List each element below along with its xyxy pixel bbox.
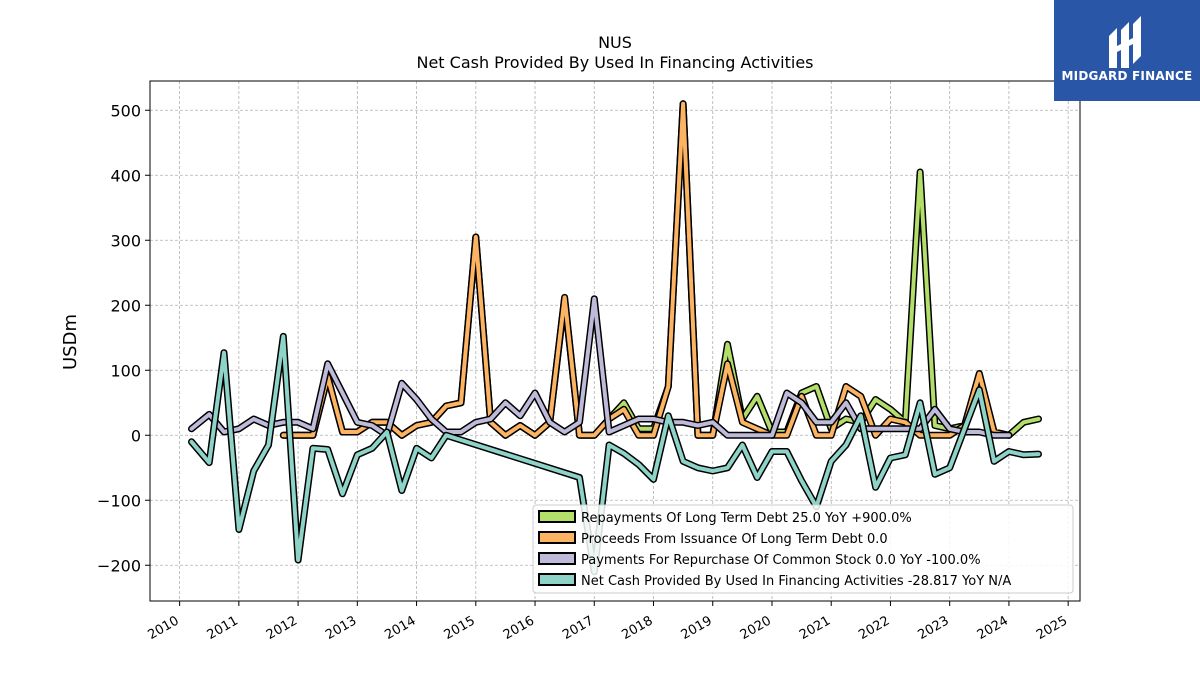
- chart-subtitle: Net Cash Provided By Used In Financing A…: [416, 53, 813, 72]
- x-axis: 2010 2011 2012 2013 2014 2015 2016 2017 2018 2019…: [145, 601, 1070, 643]
- y-tick-label: 300: [110, 231, 141, 250]
- y-tick-label: 100: [110, 361, 141, 380]
- series-line: [281, 101, 1041, 438]
- x-tick-label: 2020: [738, 613, 774, 643]
- x-tick-label: 2014: [382, 613, 418, 643]
- series-3: [188, 295, 1013, 439]
- x-tick-label: 2012: [264, 613, 300, 643]
- series-1: [279, 100, 1042, 439]
- x-tick-label: 2025: [1034, 613, 1070, 643]
- series-line: [189, 296, 1011, 438]
- grid: [150, 81, 1080, 601]
- y-axis: −200 −100 0 100 200 300 400 500: [97, 101, 150, 575]
- y-axis-label: USDm: [60, 314, 81, 370]
- series-line: [189, 334, 1041, 574]
- y-tick-label: −100: [97, 491, 141, 510]
- series-4: [188, 332, 1042, 576]
- legend-swatch: [538, 573, 576, 586]
- legend-swatch: [538, 552, 576, 565]
- x-tick-label: 2018: [619, 613, 655, 643]
- x-tick-label: 2016: [501, 613, 537, 643]
- x-tick-label: 2015: [442, 613, 478, 643]
- chart-title: NUS: [598, 33, 632, 52]
- y-tick-label: 0: [131, 426, 141, 445]
- y-tick-label: 500: [110, 101, 141, 120]
- series-line: [281, 101, 1011, 438]
- midgard-finance-logo: MIDGARD FINANCE: [1054, 0, 1200, 101]
- legend-swatch: [538, 510, 576, 523]
- legend-label: Net Cash Provided By Used In Financing A…: [581, 574, 1011, 589]
- x-tick-label: 2017: [560, 613, 596, 643]
- logo-text: MIDGARD FINANCE: [1061, 69, 1193, 83]
- legend-label: Proceeds From Issuance Of Long Term Debt…: [581, 532, 888, 547]
- legend: Repayments Of Long Term Debt 25.0 YoY +9…: [532, 504, 1074, 594]
- x-tick-label: 2022: [856, 613, 892, 643]
- x-tick-label: 2024: [975, 613, 1011, 643]
- midgard-logo-icon: [1109, 16, 1141, 68]
- series-line-outline: [279, 100, 1013, 439]
- x-tick-label: 2013: [323, 613, 359, 643]
- series-2: [279, 100, 1013, 439]
- y-tick-label: −200: [97, 556, 141, 575]
- legend-box: [532, 504, 1074, 594]
- plot-frame: [149, 80, 1081, 602]
- x-tick-label: 2021: [797, 613, 833, 643]
- y-tick-label: 200: [110, 296, 141, 315]
- legend-label: Payments For Repurchase Of Common Stock …: [581, 553, 981, 568]
- series-layer: [188, 100, 1042, 576]
- x-tick-label: 2019: [679, 613, 715, 643]
- legend-label: Repayments Of Long Term Debt 25.0 YoY +9…: [581, 511, 912, 526]
- y-tick-label: 400: [110, 166, 141, 185]
- x-tick-label: 2023: [916, 613, 952, 643]
- x-tick-label: 2011: [205, 613, 241, 643]
- legend-swatch: [538, 531, 576, 544]
- x-tick-label: 2010: [145, 613, 181, 643]
